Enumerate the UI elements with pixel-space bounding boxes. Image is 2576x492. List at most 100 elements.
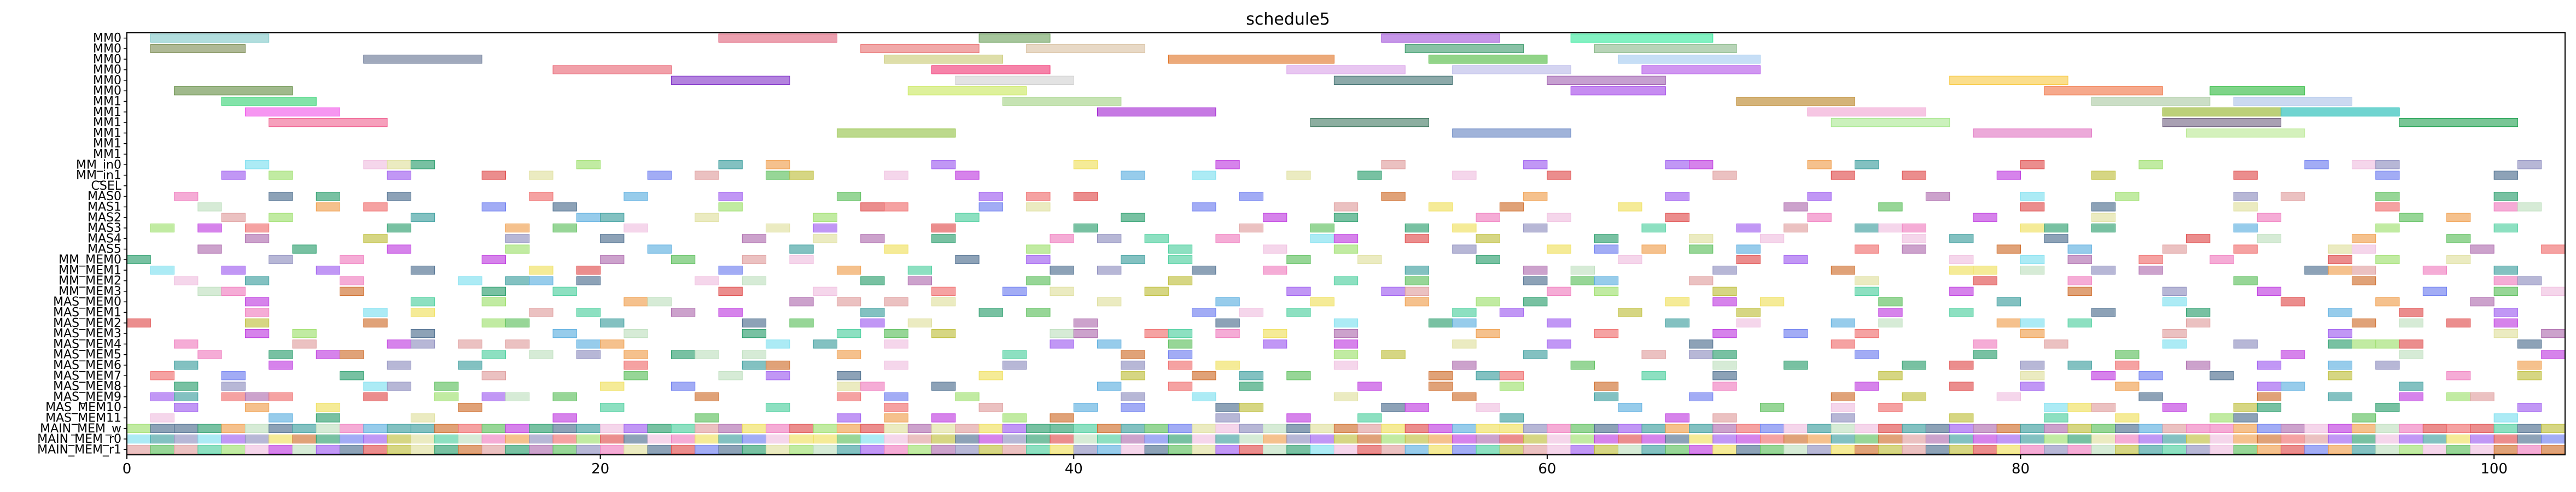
gantt-bar	[2162, 424, 2187, 433]
gantt-bar	[2067, 255, 2092, 265]
gantt-bar	[481, 392, 506, 402]
gantt-bar	[2210, 413, 2234, 423]
gantt-bar	[2138, 434, 2163, 444]
gantt-bar	[458, 445, 482, 454]
gantt-bar	[126, 255, 151, 265]
gantt-bar	[1570, 276, 1595, 285]
gantt-bar	[2493, 445, 2518, 454]
gantt-bar	[836, 128, 956, 138]
gantt-bar	[600, 255, 625, 265]
gantt-bar	[410, 266, 435, 275]
gantt-bar	[695, 445, 719, 454]
y-tick-label: MM0	[93, 63, 121, 77]
gantt-bar	[836, 329, 861, 338]
gantt-bar	[244, 297, 270, 307]
gantt-bar	[647, 445, 672, 454]
gantt-bar	[1381, 424, 1406, 433]
gantt-bar	[1002, 413, 1027, 423]
gantt-bar	[1499, 202, 1524, 212]
gantt-bar	[292, 424, 317, 433]
x-tick-label: 40	[1065, 461, 1083, 477]
gantt-bar	[1973, 276, 1997, 285]
gantt-bar	[150, 392, 175, 402]
gantt-bar	[1428, 55, 1548, 64]
gantt-bar	[1404, 434, 1429, 444]
gantt-bar	[434, 392, 459, 402]
gantt-bar	[316, 434, 341, 444]
gantt-bar	[836, 266, 861, 275]
gantt-bar	[1665, 424, 1690, 433]
gantt-bar	[1192, 266, 1216, 275]
gantt-bar	[292, 329, 317, 338]
gantt-bar	[2020, 382, 2045, 391]
gantt-bar	[1925, 445, 1950, 454]
gantt-bar	[1618, 434, 1642, 444]
gantt-bar	[1665, 434, 1690, 444]
gantt-bar	[836, 192, 861, 201]
gantt-bar	[387, 382, 411, 391]
gantt-bar	[1689, 392, 1714, 402]
gantt-bar	[1547, 213, 1571, 222]
gantt-bar	[2493, 192, 2518, 201]
gantt-bar	[2493, 276, 2518, 285]
gantt-bar	[2351, 434, 2376, 444]
gantt-bar	[1002, 360, 1027, 370]
gantt-bar	[481, 297, 506, 307]
gantt-bar	[742, 318, 767, 327]
gantt-bar	[1736, 244, 1761, 254]
gantt-bar	[836, 424, 861, 433]
gantt-bar	[1878, 223, 1903, 233]
y-tick-label: MAS_MEM0	[53, 295, 121, 309]
gantt-bar	[2375, 255, 2400, 265]
gantt-bar	[955, 445, 980, 454]
gantt-bar	[1689, 434, 1714, 444]
gantt-bar	[1949, 286, 1974, 296]
gantt-bar	[907, 266, 933, 275]
gantt-bar	[1286, 171, 1311, 180]
gantt-bar	[2067, 424, 2092, 433]
gantt-bar	[623, 223, 648, 233]
gantt-bar	[458, 276, 482, 285]
gantt-bar	[292, 339, 317, 349]
gantt-bar	[1333, 329, 1359, 338]
gantt-bar	[2091, 97, 2211, 106]
gantt-bar	[316, 403, 341, 412]
gantt-bar	[742, 329, 767, 338]
gantt-bar	[1973, 213, 1997, 222]
gantt-bar	[174, 382, 199, 391]
gantt-bar	[363, 234, 388, 243]
gantt-bar	[174, 192, 199, 201]
gantt-bar	[1286, 424, 1311, 433]
gantt-bar	[2185, 360, 2211, 370]
y-tick-label: MM0	[93, 52, 121, 66]
gantt-bar	[2328, 255, 2352, 265]
gantt-bar	[458, 424, 482, 433]
gantt-bar	[505, 445, 530, 454]
gantt-bar	[1404, 44, 1524, 54]
gantt-bar	[1973, 350, 1997, 359]
gantt-bar	[1333, 234, 1359, 243]
gantt-bar	[2375, 202, 2400, 212]
gantt-bar	[789, 244, 814, 254]
gantt-bar	[2233, 171, 2258, 180]
gantt-bar	[671, 445, 696, 454]
gantt-bar	[1665, 213, 1690, 222]
gantt-bar	[1452, 308, 1477, 317]
gantt-bar	[1428, 445, 1453, 454]
gantt-bar	[2493, 308, 2518, 317]
gantt-bar	[576, 266, 601, 275]
gantt-bar	[1381, 33, 1500, 43]
gantt-bar	[623, 192, 648, 201]
gantt-bar	[2541, 445, 2566, 454]
gantt-bar	[1523, 160, 1548, 169]
gantt-bar	[695, 350, 719, 359]
gantt-bar	[1570, 445, 1595, 454]
gantt-bar	[1618, 424, 1642, 433]
gantt-bar	[718, 192, 743, 201]
gantt-bar	[1712, 286, 1737, 296]
gantt-bar	[860, 276, 885, 285]
gantt-bar	[1381, 160, 1406, 169]
gantt-bar	[1452, 128, 1571, 138]
gantt-bar	[1476, 297, 1500, 307]
